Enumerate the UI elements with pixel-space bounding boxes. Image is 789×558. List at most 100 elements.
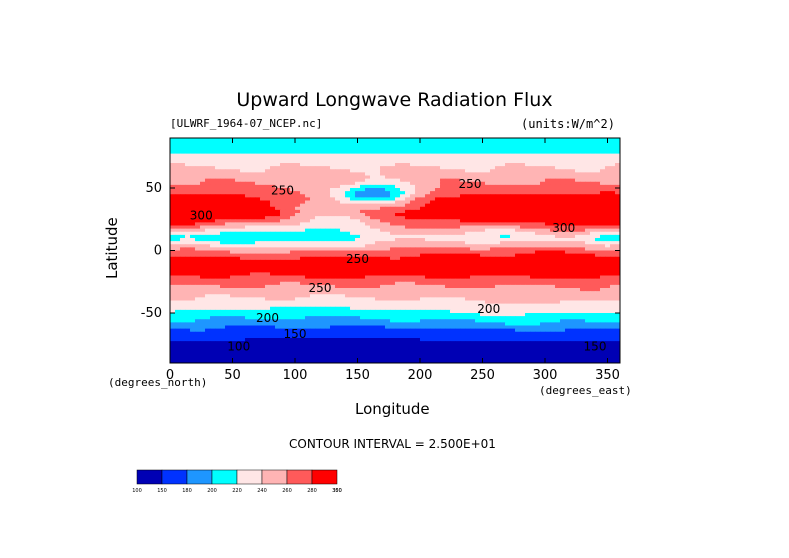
heatmap-cell [355, 294, 361, 298]
heatmap-cell [380, 166, 386, 170]
heatmap-cell [475, 166, 481, 170]
heatmap-cell [535, 281, 541, 286]
heatmap-cell [550, 300, 556, 305]
heatmap-cell [560, 228, 566, 233]
heatmap-cell [520, 269, 526, 273]
heatmap-cell [580, 294, 586, 298]
heatmap-cell [525, 138, 531, 142]
heatmap-cell [420, 303, 426, 308]
heatmap-cell [405, 156, 411, 161]
heatmap-cell [435, 253, 441, 258]
heatmap-cell [580, 169, 586, 173]
heatmap-cell [215, 284, 221, 289]
heatmap-cell [435, 303, 441, 308]
heatmap-cell [325, 238, 331, 242]
heatmap-cell [395, 284, 401, 289]
heatmap-cell [330, 197, 336, 201]
heatmap-cell [510, 244, 516, 248]
heatmap-cell [555, 206, 561, 211]
heatmap-cell [350, 288, 356, 292]
heatmap-cell [610, 303, 616, 308]
heatmap-cell [605, 288, 611, 292]
heatmap-cell [400, 231, 406, 236]
heatmap-cell [325, 297, 331, 301]
heatmap-cell [530, 272, 536, 276]
heatmap-cell [190, 178, 196, 183]
heatmap-cell [180, 150, 186, 155]
heatmap-cell [590, 184, 596, 189]
heatmap-cell [585, 219, 591, 223]
heatmap-cell [275, 309, 281, 314]
heatmap-cell [370, 213, 376, 217]
heatmap-cell [250, 284, 256, 289]
heatmap-cell [315, 306, 321, 311]
heatmap-cell [365, 141, 371, 145]
heatmap-cell [605, 306, 611, 311]
heatmap-cell [325, 188, 331, 192]
heatmap-cell [170, 294, 176, 298]
heatmap-cell [260, 278, 266, 283]
heatmap-cell [285, 259, 291, 264]
heatmap-cell [235, 253, 241, 258]
heatmap-cell [245, 209, 251, 214]
heatmap-cell [575, 209, 581, 214]
heatmap-cell [450, 281, 456, 286]
heatmap-cell [345, 184, 351, 189]
heatmap-cell [350, 178, 356, 183]
heatmap-cell [225, 141, 231, 145]
heatmap-cell [495, 234, 501, 239]
heatmap-cell [505, 259, 511, 264]
heatmap-cell [595, 238, 601, 242]
heatmap-cell [615, 241, 621, 245]
heatmap-cell [240, 306, 246, 311]
heatmap-cell [260, 250, 266, 255]
heatmap-cell [470, 275, 476, 280]
heatmap-cell [335, 303, 341, 308]
y-unit-label: (degrees_north) [108, 376, 208, 389]
heatmap-cell [410, 291, 416, 295]
heatmap-cell [530, 231, 536, 236]
heatmap-cell [325, 169, 331, 173]
heatmap-cell [280, 250, 286, 255]
heatmap-cell [360, 141, 366, 145]
heatmap-cell [330, 200, 336, 205]
heatmap-cell [320, 263, 326, 267]
heatmap-cell [505, 159, 511, 164]
heatmap-cell [575, 169, 581, 173]
heatmap-cell [240, 178, 246, 183]
heatmap-cell [295, 181, 301, 186]
heatmap-cell [170, 297, 176, 301]
heatmap-cell [400, 181, 406, 186]
heatmap-cell [275, 250, 281, 255]
heatmap-cell [425, 222, 431, 226]
heatmap-cell [195, 297, 201, 301]
heatmap-cell [275, 213, 281, 217]
heatmap-cell [550, 138, 556, 142]
heatmap-cell [605, 247, 611, 251]
heatmap-cell [190, 272, 196, 276]
heatmap-cell [260, 297, 266, 301]
heatmap-cell [420, 269, 426, 273]
heatmap-cell [250, 213, 256, 217]
heatmap-cell [205, 275, 211, 280]
heatmap-cell [345, 153, 351, 158]
heatmap-cell [200, 191, 206, 195]
heatmap-cell [595, 253, 601, 258]
heatmap-cell [475, 281, 481, 286]
heatmap-cell [190, 191, 196, 195]
heatmap-cell [335, 222, 341, 226]
heatmap-cell [445, 259, 451, 264]
heatmap-cell [425, 147, 431, 151]
heatmap-cell [220, 272, 226, 276]
heatmap-cell [360, 281, 366, 286]
heatmap-cell [565, 294, 571, 298]
heatmap-cell [235, 219, 241, 223]
heatmap-cell [435, 284, 441, 289]
heatmap-cell [575, 150, 581, 155]
heatmap-cell [365, 281, 371, 286]
heatmap-cell [490, 144, 496, 148]
heatmap-cell [250, 269, 256, 273]
heatmap-cell [215, 238, 221, 242]
heatmap-cell [320, 138, 326, 142]
heatmap-cell [555, 209, 561, 214]
